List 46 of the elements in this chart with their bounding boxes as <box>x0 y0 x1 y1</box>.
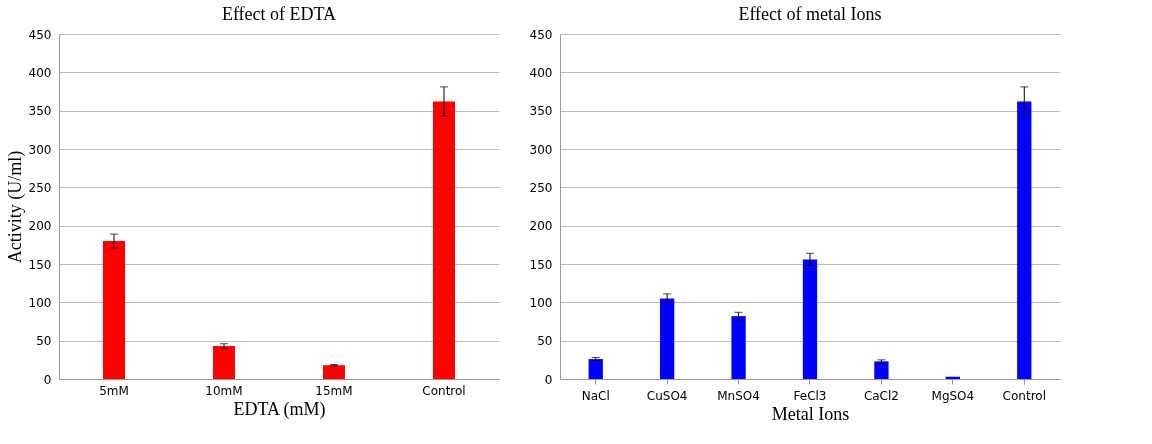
y-tick-label: 450 <box>28 27 52 42</box>
bar <box>802 259 818 379</box>
x-axis-title: EDTA (mM) <box>233 398 326 420</box>
y-tick-label: 400 <box>529 65 553 80</box>
bar <box>433 101 455 379</box>
y-tick-label: 50 <box>36 334 52 349</box>
y-tick-label: 50 <box>537 334 553 349</box>
x-tick-label: MnSO4 <box>717 388 760 403</box>
chart-title: Effect of EDTA <box>221 4 337 24</box>
y-tick-label: 200 <box>28 219 52 234</box>
bar <box>103 241 125 379</box>
x-axis-title: Metal Ions <box>771 403 850 424</box>
x-tick-label: FeCl3 <box>793 388 827 403</box>
y-tick-label: 250 <box>28 180 52 195</box>
y-tick-label: 300 <box>28 142 52 157</box>
x-tick-label: NaCl <box>581 388 610 403</box>
x-tick-label: MgSO4 <box>931 388 975 403</box>
bar <box>874 361 889 379</box>
bar <box>660 298 675 379</box>
bar <box>1017 101 1032 379</box>
bar <box>731 316 746 379</box>
y-tick-label: 200 <box>529 219 553 234</box>
y-tick-label: 450 <box>529 27 553 42</box>
y-tick-label: 0 <box>43 372 52 387</box>
bar <box>213 346 235 379</box>
y-tick-label: 150 <box>529 257 553 272</box>
bar <box>323 365 345 379</box>
x-tick-label: 5mM <box>99 383 129 398</box>
x-tick-label: 15mM <box>315 383 353 398</box>
bar <box>588 359 603 379</box>
y-tick-label: 100 <box>529 295 553 310</box>
y-tick-label: 350 <box>28 104 52 119</box>
x-tick-label: Control <box>1002 388 1046 403</box>
y-tick-label: 100 <box>28 295 52 310</box>
x-tick-label: Control <box>422 383 466 398</box>
y-tick-label: 150 <box>28 257 52 272</box>
x-tick-label: 10mM <box>205 383 243 398</box>
y-axis-title: Activity (U/ml) <box>4 150 26 264</box>
y-tick-label: 300 <box>529 142 553 157</box>
y-tick-label: 400 <box>28 65 52 80</box>
x-tick-label: CaCl2 <box>863 388 899 403</box>
chart-title: Effect of metal Ions <box>738 4 882 24</box>
y-tick-label: 250 <box>529 180 553 195</box>
y-tick-label: 0 <box>544 372 553 387</box>
x-tick-label: CuSO4 <box>646 388 688 403</box>
y-tick-label: 350 <box>529 104 553 119</box>
